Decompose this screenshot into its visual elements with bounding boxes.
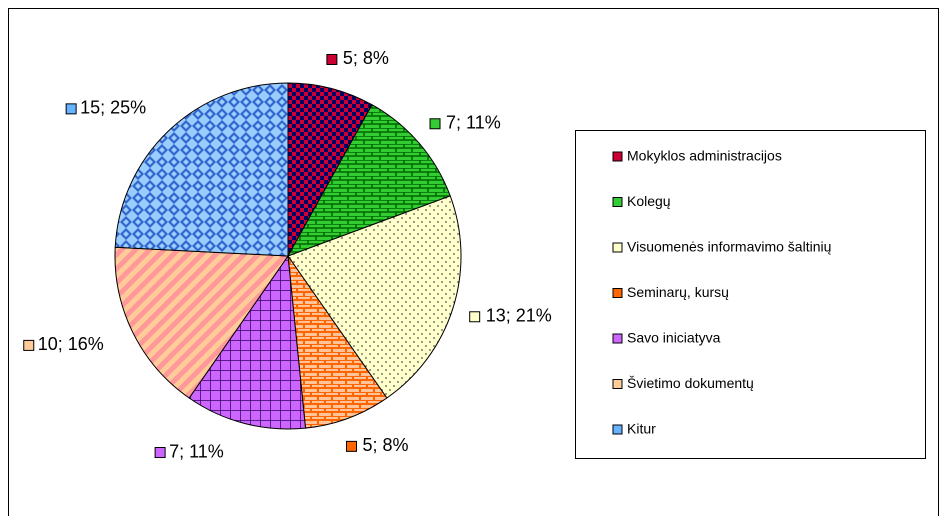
legend-box bbox=[575, 130, 926, 459]
legend-label: Kolegų bbox=[627, 193, 671, 209]
legend-swatch bbox=[612, 242, 623, 253]
data-label: 5; 8% bbox=[363, 435, 409, 455]
data-label: 5; 8% bbox=[343, 48, 389, 68]
data-label: 7; 11% bbox=[446, 113, 501, 133]
data-label: 15; 25% bbox=[80, 98, 146, 118]
slice-texture bbox=[286, 104, 451, 257]
data-label: 7; 11% bbox=[169, 441, 224, 461]
slice-texture bbox=[287, 195, 462, 399]
legend-swatch bbox=[612, 333, 623, 344]
slice-texture bbox=[188, 254, 307, 430]
label-icon bbox=[65, 103, 77, 115]
label-icon bbox=[23, 339, 35, 351]
label-icon bbox=[346, 440, 358, 452]
label-icon bbox=[469, 311, 481, 323]
legend-label: Kitur bbox=[627, 421, 656, 437]
legend-label: Visuomenės informavimo šaltinių bbox=[627, 239, 832, 255]
slice-texture bbox=[114, 246, 289, 399]
legend-swatch bbox=[612, 197, 623, 207]
legend-label: Švietimo dokumentų bbox=[627, 375, 754, 391]
legend-swatch bbox=[612, 151, 623, 162]
legend-label: Savo iniciatyva bbox=[627, 330, 721, 346]
slice-texture bbox=[114, 82, 289, 257]
legend-label: Mokyklos administracijos bbox=[627, 148, 782, 164]
data-label: 10; 16% bbox=[38, 334, 104, 354]
legend-swatch bbox=[612, 379, 623, 389]
data-label: 13; 21% bbox=[486, 306, 552, 326]
label-icon bbox=[429, 118, 441, 130]
legend-swatch bbox=[612, 288, 623, 298]
legend-swatch bbox=[612, 424, 623, 435]
label-icon bbox=[326, 53, 338, 65]
label-icon bbox=[154, 447, 166, 459]
legend-label: Seminarų, kursų bbox=[627, 284, 729, 300]
